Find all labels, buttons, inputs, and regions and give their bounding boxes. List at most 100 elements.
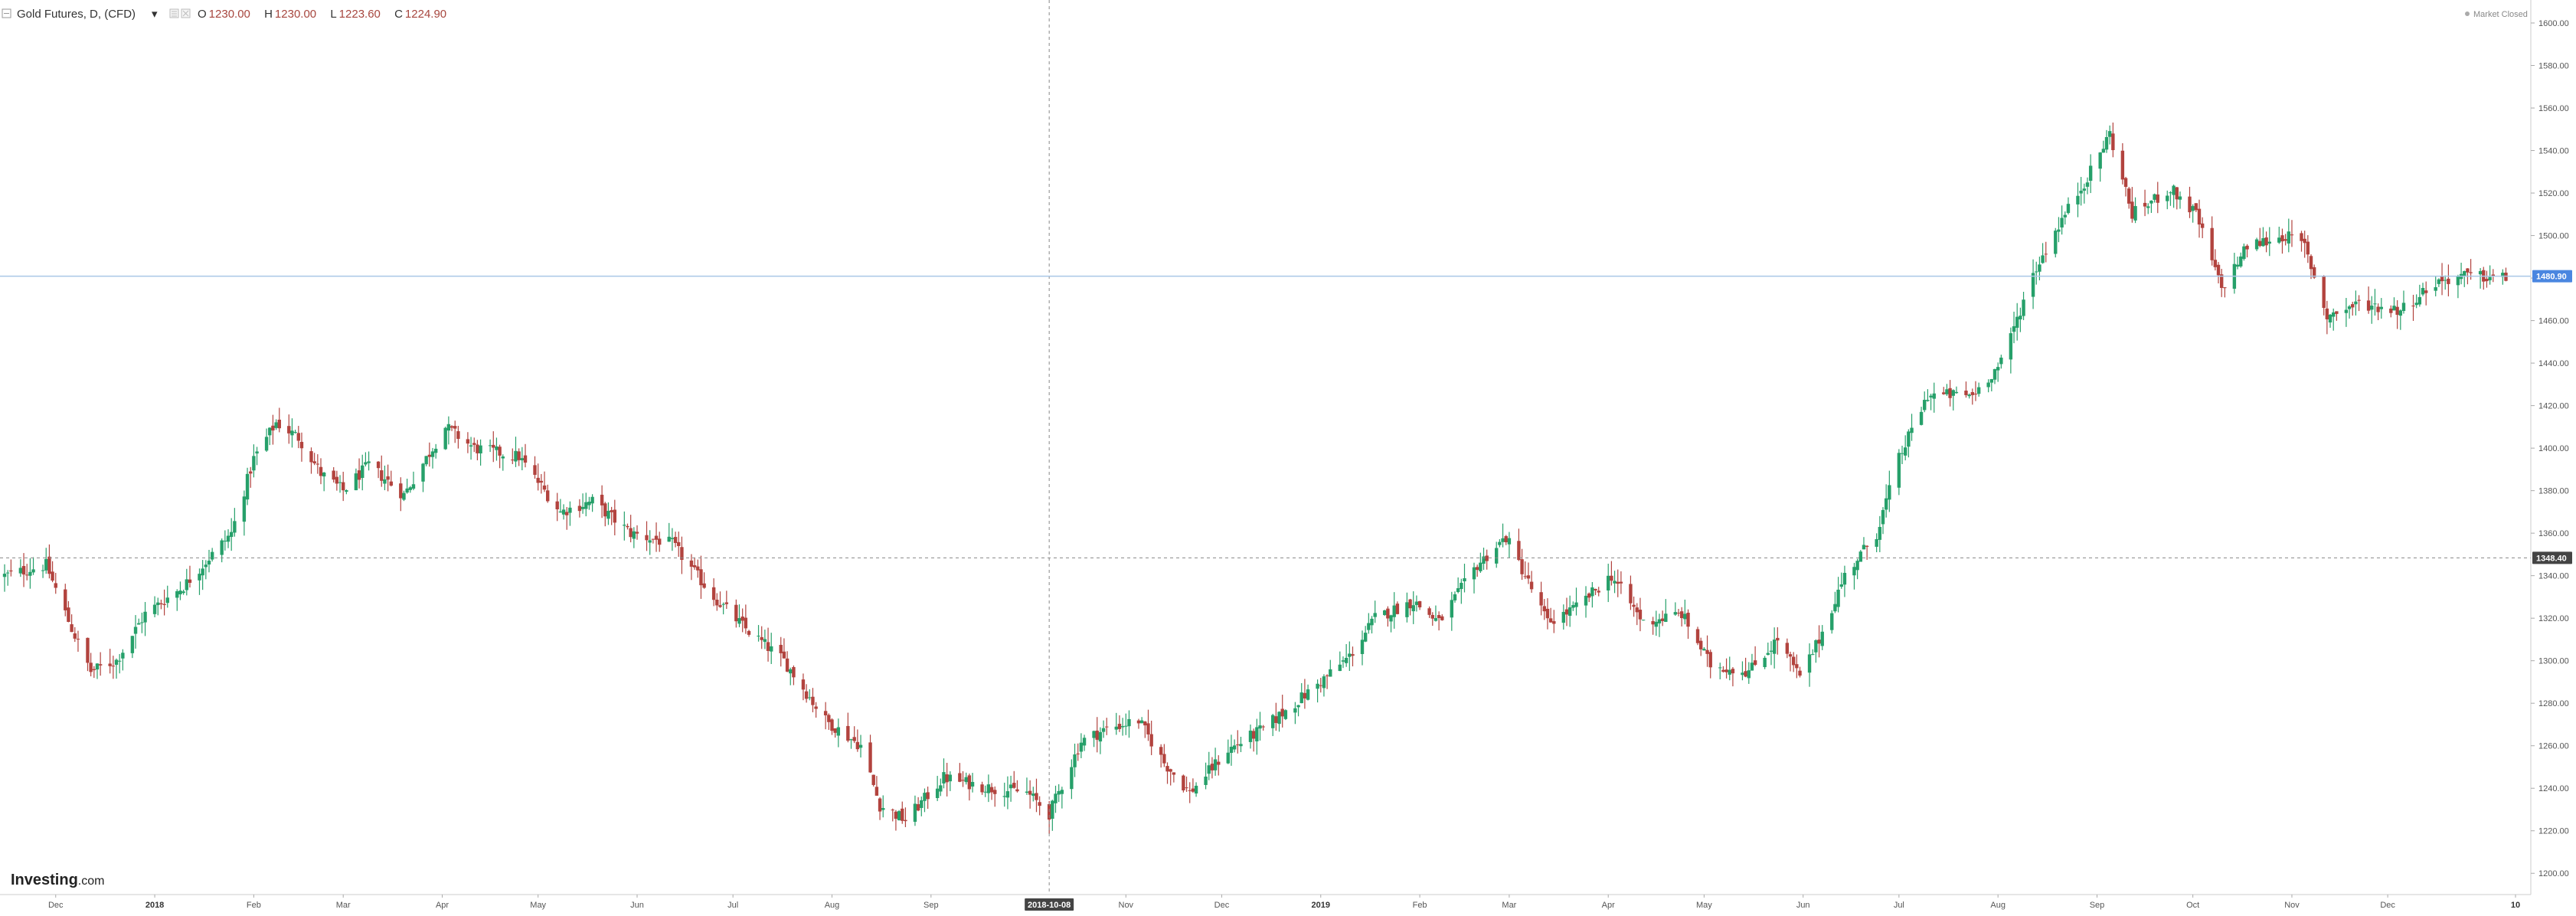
candle[interactable]	[2395, 299, 2399, 329]
candle[interactable]	[364, 452, 368, 467]
candle[interactable]	[2424, 281, 2428, 306]
candle[interactable]	[479, 439, 482, 466]
candle[interactable]	[2463, 270, 2466, 287]
candle[interactable]	[1270, 714, 1275, 737]
candle[interactable]	[2354, 290, 2358, 316]
candle[interactable]	[1485, 549, 1489, 570]
candle[interactable]	[1676, 609, 1681, 617]
candle[interactable]	[1025, 777, 1029, 795]
candle[interactable]	[2264, 231, 2268, 253]
candle[interactable]	[1213, 748, 1218, 776]
candle[interactable]	[332, 466, 335, 483]
candle[interactable]	[721, 602, 725, 615]
candle[interactable]	[1316, 679, 1319, 703]
candle[interactable]	[165, 585, 169, 608]
candle[interactable]	[2322, 275, 2326, 316]
candle[interactable]	[613, 499, 617, 535]
candle[interactable]	[495, 437, 499, 461]
candle[interactable]	[2306, 235, 2310, 263]
candle[interactable]	[1731, 667, 1735, 687]
candle[interactable]	[958, 763, 962, 783]
candle[interactable]	[1414, 595, 1419, 612]
candle[interactable]	[1660, 610, 1665, 626]
candle[interactable]	[1976, 382, 1981, 397]
candle[interactable]	[1651, 617, 1655, 635]
candle[interactable]	[2344, 298, 2349, 327]
candle[interactable]	[342, 471, 345, 502]
candle[interactable]	[1475, 564, 1479, 577]
candle[interactable]	[1092, 730, 1096, 748]
candle[interactable]	[1638, 597, 1643, 632]
candle[interactable]	[1239, 736, 1243, 753]
candle[interactable]	[897, 810, 901, 821]
candle[interactable]	[1229, 734, 1234, 766]
candle[interactable]	[405, 479, 409, 494]
candle[interactable]	[2009, 327, 2013, 374]
candle[interactable]	[901, 801, 904, 824]
candle[interactable]	[2101, 140, 2106, 153]
candle[interactable]	[539, 473, 544, 494]
candle[interactable]	[1635, 603, 1639, 626]
candle[interactable]	[1101, 720, 1106, 738]
candle[interactable]	[565, 507, 569, 530]
candle[interactable]	[555, 492, 559, 522]
candle[interactable]	[133, 615, 138, 649]
candle[interactable]	[117, 653, 122, 674]
candle[interactable]	[2366, 286, 2371, 314]
candle[interactable]	[1718, 662, 1722, 679]
candle[interactable]	[296, 426, 301, 449]
candle[interactable]	[891, 808, 894, 822]
candle[interactable]	[1888, 470, 1891, 512]
candle[interactable]	[2389, 305, 2393, 318]
candle[interactable]	[868, 734, 872, 774]
candle[interactable]	[1098, 727, 1103, 754]
candle[interactable]	[833, 728, 837, 738]
candle[interactable]	[533, 456, 537, 479]
candle[interactable]	[568, 501, 572, 526]
candle[interactable]	[1724, 658, 1728, 679]
candle[interactable]	[2254, 237, 2259, 251]
candle[interactable]	[111, 656, 116, 679]
candle[interactable]	[1929, 394, 1933, 411]
candle[interactable]	[2258, 227, 2262, 247]
candle[interactable]	[1967, 393, 1971, 399]
candle[interactable]	[31, 557, 35, 575]
candle[interactable]	[702, 572, 706, 589]
candle[interactable]	[1363, 626, 1368, 643]
settings-icon[interactable]	[169, 8, 179, 18]
candle[interactable]	[542, 471, 547, 492]
candle[interactable]	[1283, 709, 1288, 721]
candle[interactable]	[2309, 254, 2313, 280]
candle[interactable]	[961, 771, 965, 787]
candle[interactable]	[920, 797, 924, 816]
candle[interactable]	[1996, 362, 2000, 382]
candle[interactable]	[2414, 294, 2418, 309]
candle[interactable]	[1306, 684, 1310, 701]
candle[interactable]	[492, 431, 495, 463]
candle[interactable]	[1686, 609, 1690, 640]
candle[interactable]	[1105, 718, 1109, 735]
candle[interactable]	[1539, 581, 1543, 616]
candle[interactable]	[2200, 217, 2205, 238]
candle[interactable]	[1373, 600, 1377, 623]
candle[interactable]	[792, 665, 796, 685]
candle[interactable]	[789, 667, 793, 685]
candle[interactable]	[1766, 643, 1770, 656]
candle[interactable]	[2088, 154, 2093, 194]
candle[interactable]	[1865, 545, 1869, 560]
candle[interactable]	[1507, 532, 1512, 558]
candle[interactable]	[779, 636, 783, 667]
candle[interactable]	[2022, 291, 2025, 320]
candle[interactable]	[823, 702, 828, 730]
candle[interactable]	[1389, 614, 1393, 633]
candle[interactable]	[2219, 269, 2224, 297]
candle[interactable]	[1597, 587, 1600, 597]
candle[interactable]	[1884, 484, 1888, 518]
candle[interactable]	[1191, 778, 1195, 793]
candle[interactable]	[2079, 177, 2083, 206]
candle[interactable]	[590, 494, 594, 512]
candle[interactable]	[2015, 303, 2019, 341]
candle[interactable]	[476, 440, 479, 461]
candle[interactable]	[252, 444, 256, 478]
candle[interactable]	[380, 455, 384, 487]
